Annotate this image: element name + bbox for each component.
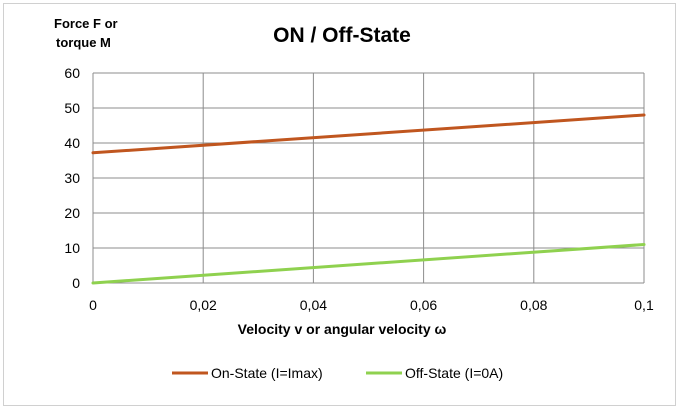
y-tick-label: 20: [64, 205, 80, 221]
grid-lines: [92, 72, 645, 284]
x-tick-label: 0,08: [520, 297, 547, 313]
chart-title: ON / Off-State: [273, 24, 411, 47]
x-tick-label: 0,1: [634, 297, 654, 313]
series-line-2: [91, 243, 646, 285]
y-axis-label-line-2: torque M: [56, 35, 111, 50]
legend-label-1: On-State (I=Imax): [211, 365, 323, 381]
legend-label-2: Off-State (I=0A): [405, 365, 503, 381]
y-axis-label-line-1: Force F or: [54, 16, 118, 31]
y-tick-label: 60: [64, 65, 80, 81]
x-tick-label: 0,06: [410, 297, 437, 313]
x-tick-label: 0: [89, 297, 97, 313]
x-tick-label: 0,04: [300, 297, 327, 313]
y-tick-label: 30: [64, 170, 80, 186]
y-tick-label: 50: [64, 100, 80, 116]
series-lines: [91, 113, 646, 285]
series-line-1: [91, 113, 646, 155]
y-tick-label: 0: [72, 275, 80, 291]
legend: On-State (I=Imax) Off-State (I=0A): [172, 365, 503, 381]
y-tick-label: 10: [64, 240, 80, 256]
chart-frame: ON / Off-State Force F or torque M 0 10 20…: [3, 3, 676, 406]
tick-labels: 0 10 20 30 40 50 60 0 0,02 0,04 0,06 0,08 0,1: [64, 65, 654, 313]
x-axis-label: Velocity v or angular velocity ω: [238, 321, 447, 337]
chart-svg: ON / Off-State Force F or torque M 0 10 20…: [54, 16, 654, 381]
x-tick-label: 0,02: [190, 297, 217, 313]
y-tick-label: 40: [64, 135, 80, 151]
